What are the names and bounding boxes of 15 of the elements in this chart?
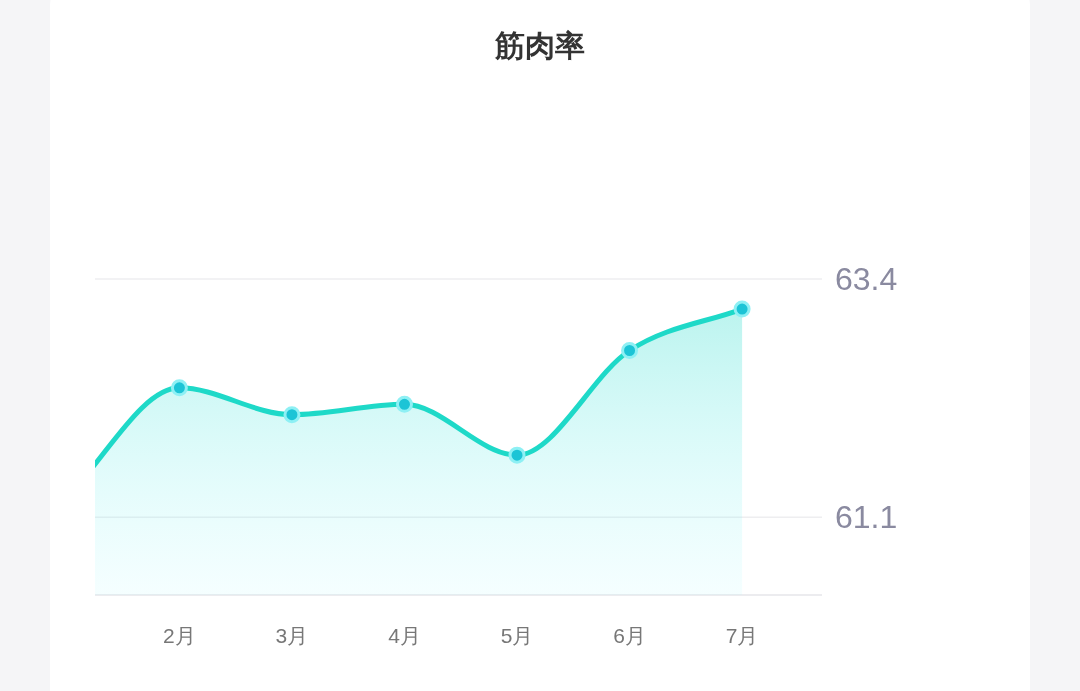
point — [283, 406, 301, 424]
point — [395, 395, 413, 413]
point — [508, 446, 526, 464]
x-tick-label: 5月 — [500, 624, 534, 647]
x-tick-label: 6月 — [613, 624, 646, 647]
chart-title: 筋肉率 — [494, 29, 585, 62]
x-tick-label: 2月 — [163, 624, 196, 647]
x-tick-label: 4月 — [388, 624, 421, 647]
point — [170, 379, 188, 397]
point — [733, 300, 751, 318]
x-tick-label: 7月 — [725, 624, 759, 647]
y-tick-label: 63.4 — [835, 261, 898, 297]
point — [621, 341, 639, 359]
x-tick-label: 3月 — [275, 624, 309, 647]
y-tick-label: 61.1 — [835, 499, 898, 536]
